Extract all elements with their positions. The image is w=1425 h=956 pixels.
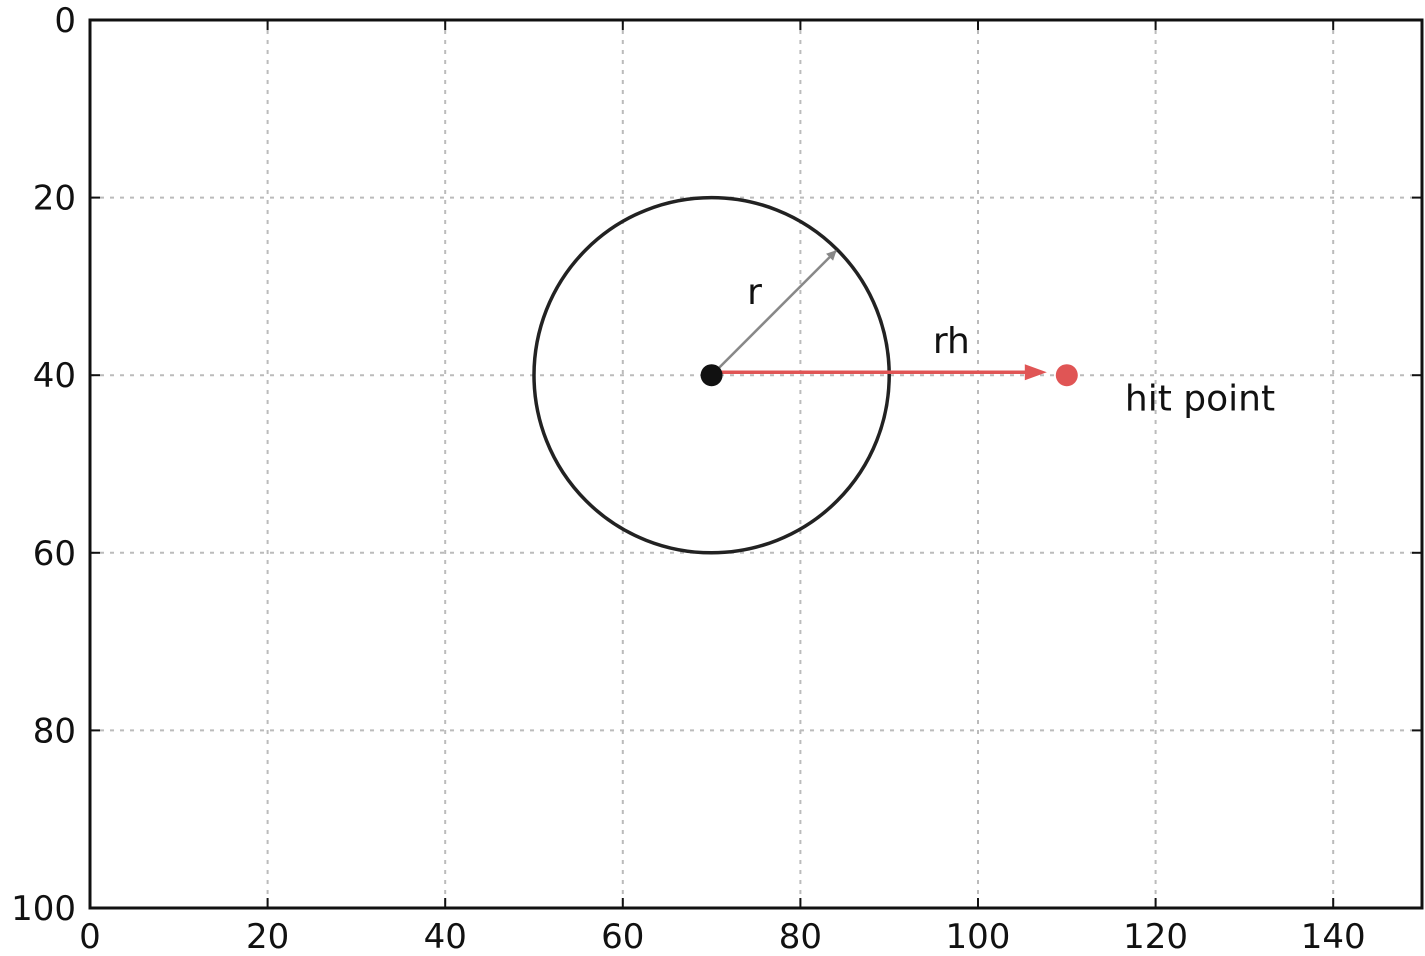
y-tick-label: 60: [33, 534, 76, 574]
grid-lines: [90, 20, 1422, 908]
center-point: [700, 364, 723, 387]
y-tick-label: 40: [33, 356, 76, 396]
radius-label: r: [747, 272, 762, 313]
hit-vector-arrowhead: [1024, 364, 1047, 381]
x-tick-label: 100: [946, 917, 1011, 956]
x-axis-ticks: 0 20 40 60 80 100 120 140: [79, 20, 1366, 956]
x-tick-label: 20: [246, 917, 289, 956]
x-tick-label: 60: [601, 917, 644, 956]
x-tick-label: 80: [779, 917, 822, 956]
y-tick-label: 0: [54, 1, 76, 41]
hit-point-marker: [1055, 364, 1078, 387]
circle: [532, 195, 891, 555]
y-tick-label: 100: [11, 889, 76, 929]
hit-point-label: hit point: [1125, 379, 1275, 420]
y-axis-ticks: 0 20 40 60 80 100: [11, 1, 1422, 929]
radius-arrow: [710, 249, 837, 377]
y-tick-label: 80: [33, 711, 76, 751]
x-tick-label: 140: [1301, 917, 1366, 956]
plot-frame: [88, 18, 1424, 910]
hit-vector-label: rh: [933, 321, 970, 362]
y-tick-label: 20: [33, 179, 76, 219]
x-tick-label: 40: [424, 917, 467, 956]
x-tick-label: 120: [1123, 917, 1188, 956]
x-tick-label: 0: [79, 917, 101, 956]
